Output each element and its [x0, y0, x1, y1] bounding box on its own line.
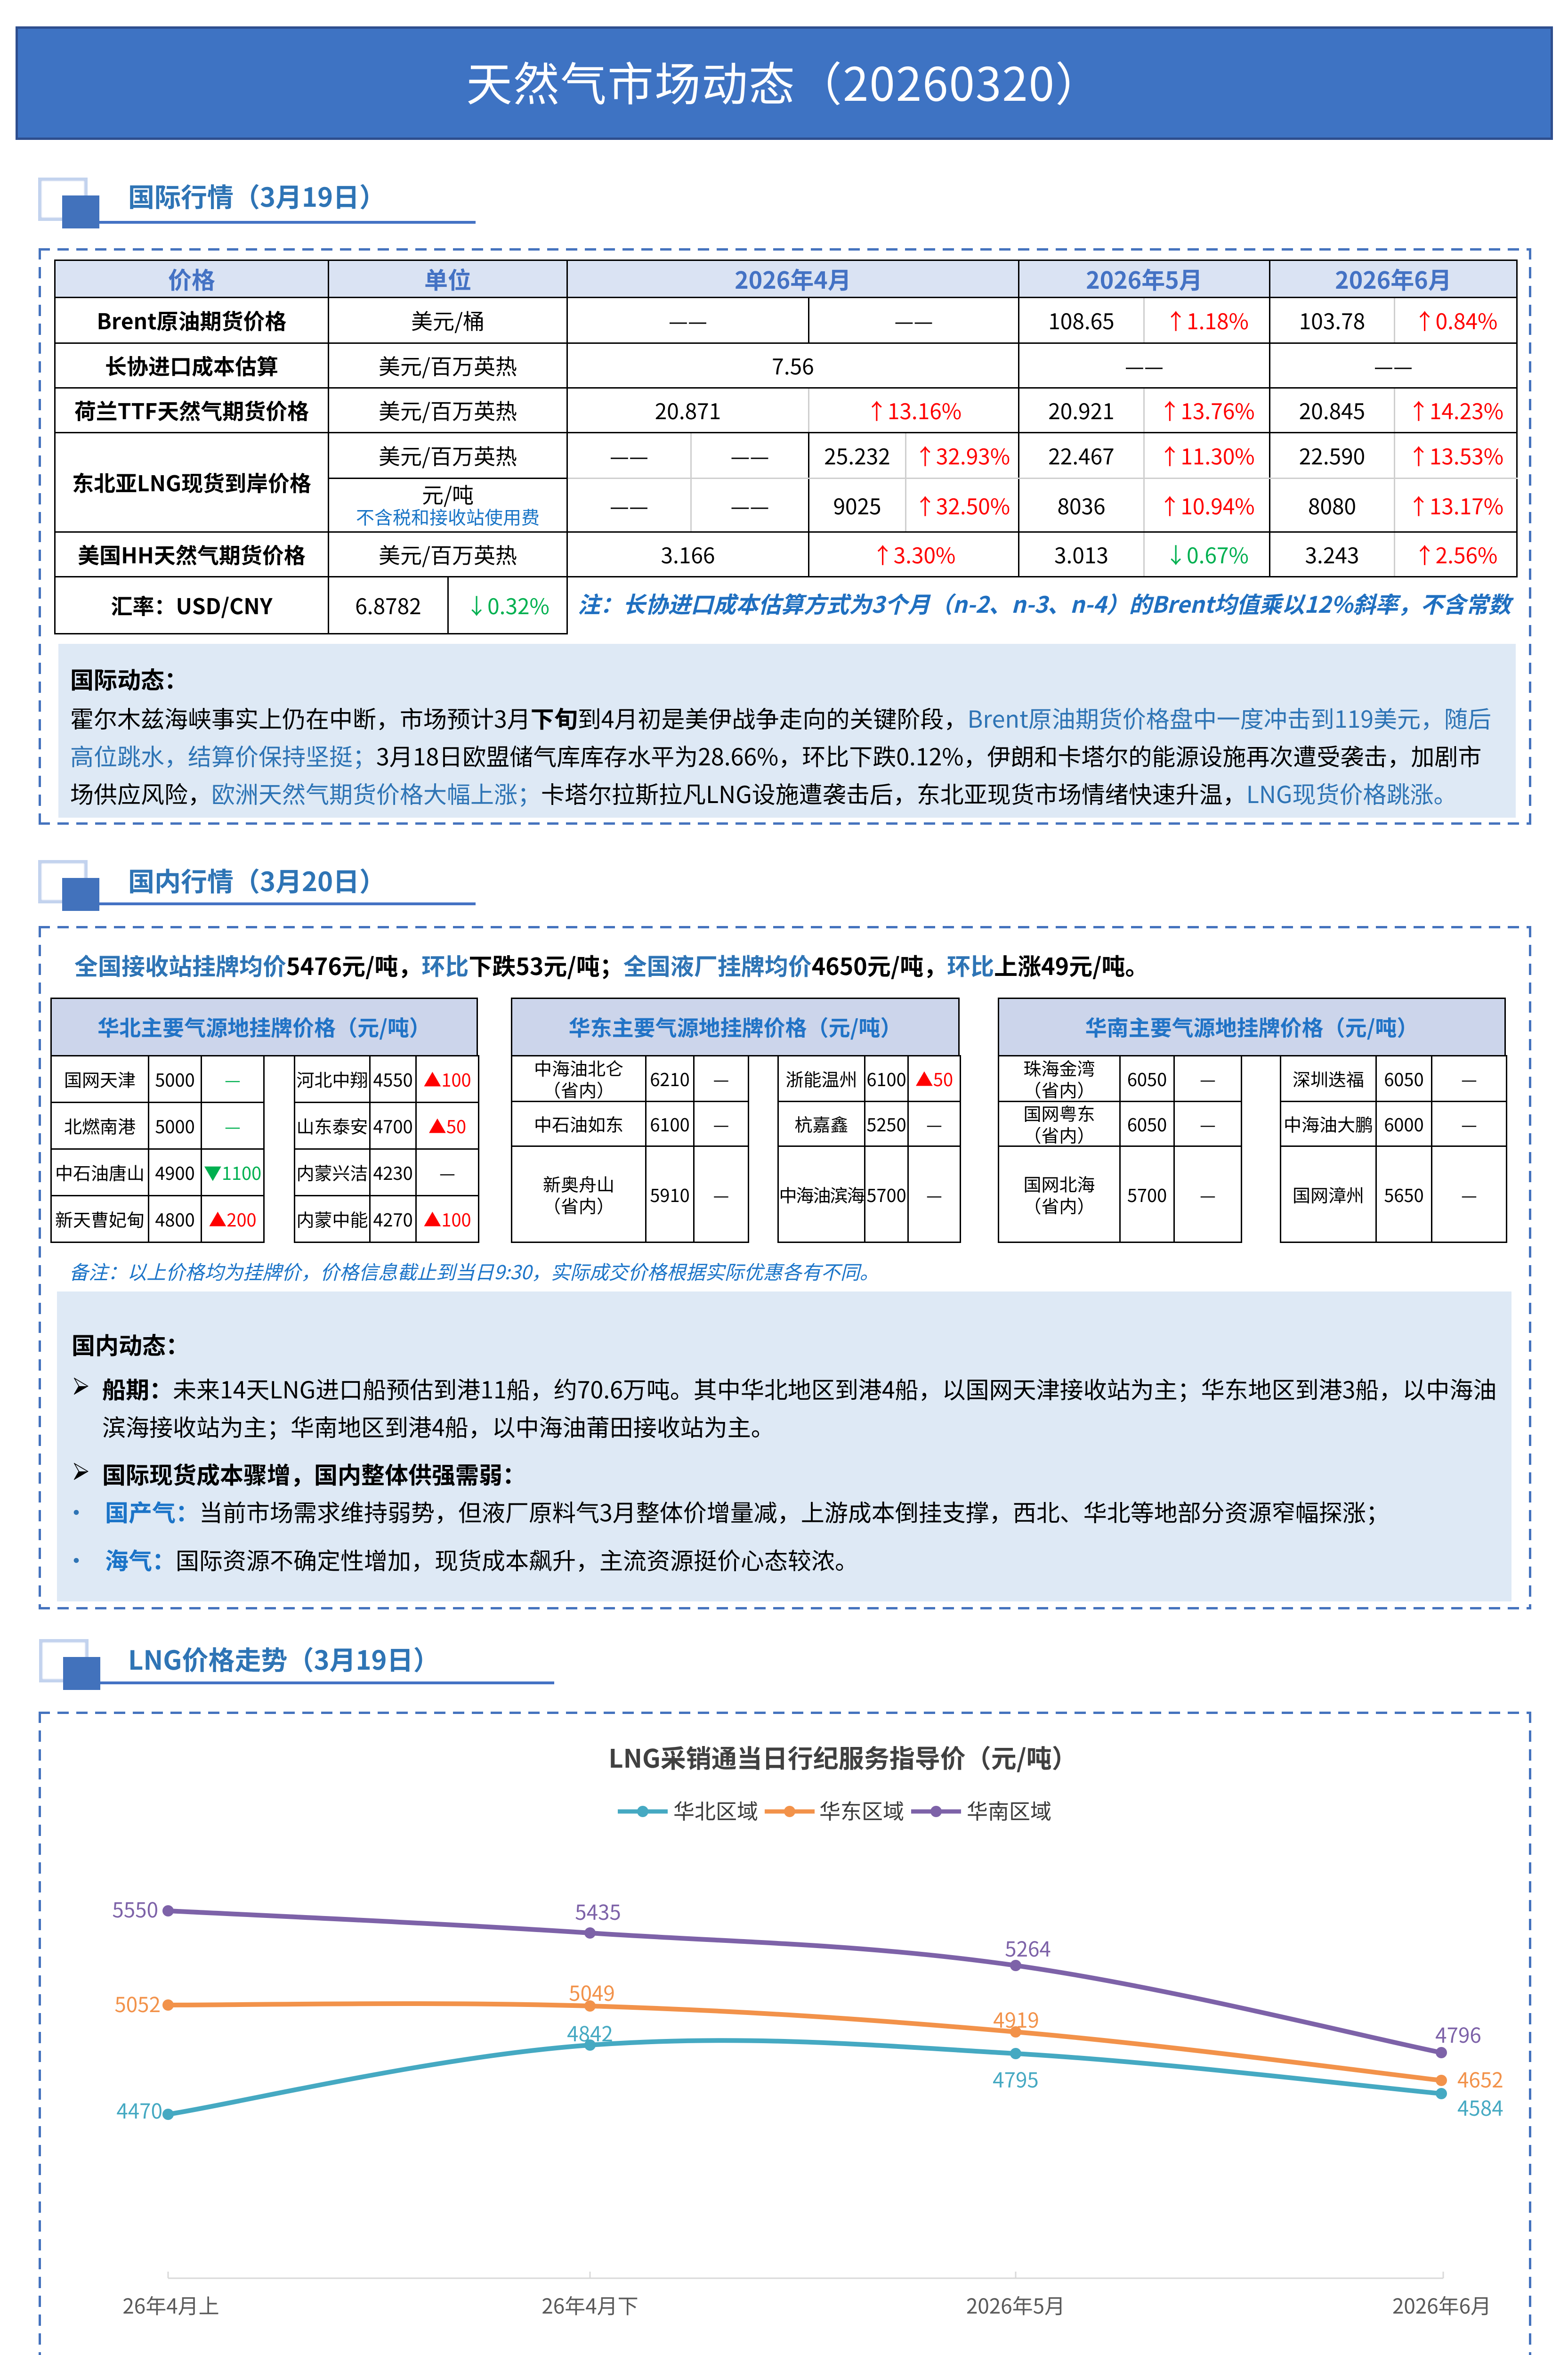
svg-text:4470: 4470	[116, 2095, 162, 2125]
svg-text:华北区域: 华北区域	[673, 1795, 758, 1825]
svg-text:4919: 4919	[993, 2004, 1039, 2034]
svg-text:4842: 4842	[567, 2017, 613, 2047]
svg-text:26年4月上: 26年4月上	[122, 2290, 219, 2320]
svg-text:4795: 4795	[993, 2063, 1039, 2094]
svg-text:5550: 5550	[112, 1893, 158, 1924]
svg-text:4796: 4796	[1435, 2019, 1481, 2049]
svg-text:5435: 5435	[575, 1896, 621, 1926]
svg-text:2026年6月: 2026年6月	[1392, 2290, 1491, 2320]
svg-text:5049: 5049	[569, 1977, 615, 2007]
svg-text:4652: 4652	[1457, 2063, 1503, 2094]
svg-text:LNG采销通当日行纪服务指导价（元/吨）: LNG采销通当日行纪服务指导价（元/吨）	[608, 1738, 1077, 1775]
svg-text:4584: 4584	[1457, 2092, 1503, 2122]
svg-text:5264: 5264	[1005, 1933, 1051, 1963]
svg-text:5052: 5052	[114, 1988, 161, 2018]
svg-text:华东区域: 华东区域	[819, 1795, 904, 1825]
svg-text:2026年5月: 2026年5月	[966, 2290, 1065, 2320]
svg-text:华南区域: 华南区域	[967, 1795, 1051, 1825]
svg-text:26年4月下: 26年4月下	[542, 2290, 638, 2320]
